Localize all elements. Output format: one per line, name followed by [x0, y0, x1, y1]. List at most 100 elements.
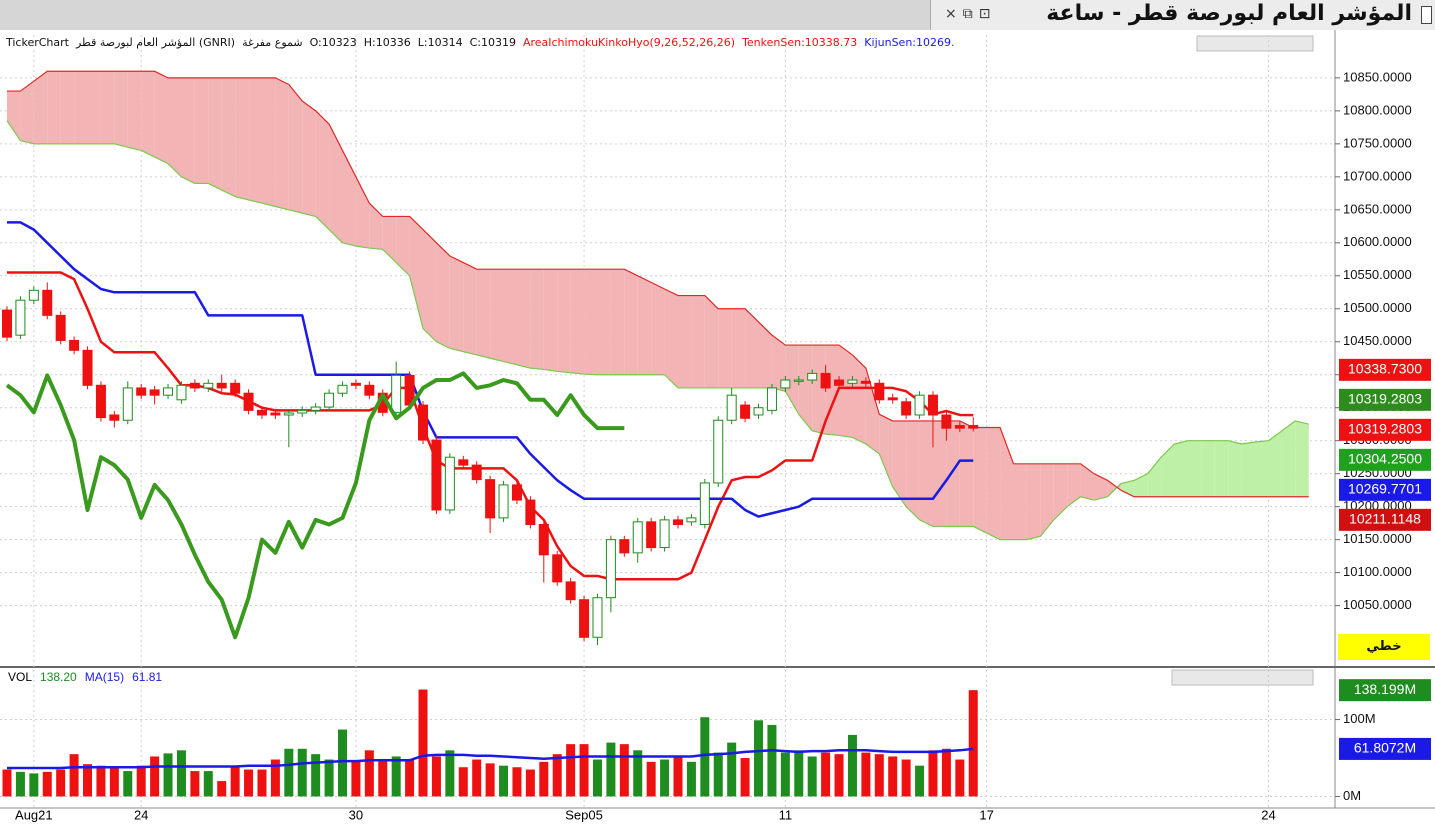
scale-mode[interactable]: خطي: [1338, 634, 1430, 660]
cloud-fill: [1228, 440, 1242, 497]
cloud-fill: [355, 176, 370, 249]
candle-body: [458, 459, 469, 466]
cloud-fill: [235, 77, 249, 200]
volume-bar: [431, 756, 441, 797]
y-tick-label: 0M: [1343, 788, 1361, 803]
volume-bar: [754, 720, 764, 797]
candle-body: [968, 425, 979, 429]
volume-bar: [270, 759, 280, 797]
volume-bar: [42, 771, 52, 797]
cloud-fill: [771, 335, 786, 392]
y-tick-label: 10600.0000: [1343, 234, 1412, 249]
cloud-fill: [1174, 440, 1188, 497]
title-bar: ×⧉⊡ المؤشر العام لبورصة قطر - ساعة: [0, 0, 1435, 30]
candle-body: [243, 392, 254, 411]
candle-body: [807, 372, 818, 381]
volume-bar: [928, 750, 938, 797]
volume-bar: [163, 753, 173, 797]
span-a-line: [6, 120, 1309, 541]
volume-bar: [324, 759, 334, 797]
candle-body: [914, 394, 925, 416]
y-tick-label: 10050.0000: [1343, 597, 1412, 612]
value-box: [1339, 478, 1431, 501]
y-tick-label: 10450.0000: [1343, 333, 1412, 348]
value-box-label: 10338.7300: [1348, 361, 1422, 377]
low: L:10314: [417, 36, 463, 49]
chikou-line: [5, 371, 625, 640]
candle-body: [444, 456, 455, 511]
candle-body: [256, 409, 267, 416]
cloud-fill: [221, 77, 236, 197]
cloud-fill: [208, 77, 222, 191]
candle-body: [673, 519, 683, 525]
volume-toolbar[interactable]: [1171, 669, 1314, 686]
volume-bar: [150, 756, 160, 797]
cloud-fill: [1147, 457, 1162, 497]
cloud-fill: [852, 354, 866, 445]
y-tick-label: 10500.0000: [1343, 300, 1412, 315]
tenkan-line: [7, 271, 974, 581]
volume-bar: [660, 759, 670, 797]
cloud-fill: [731, 308, 746, 388]
cloud-fill: [758, 321, 772, 388]
candle-body: [726, 394, 737, 421]
volume-bar: [311, 754, 321, 797]
volume-bar: [257, 769, 267, 797]
cloud-fill: [396, 216, 410, 276]
value-box: [1339, 358, 1431, 381]
volume-bar: [834, 754, 844, 797]
y-tick-label: 10750.0000: [1343, 135, 1412, 150]
candle-body: [793, 379, 804, 382]
volume-bar: [284, 748, 294, 797]
cloud-fill: [610, 269, 625, 375]
cloud-fill: [449, 255, 464, 352]
volume-bar: [874, 754, 884, 797]
cloud-fill: [704, 295, 719, 388]
cloud-fill: [986, 427, 1001, 540]
close: C:10319: [469, 36, 516, 49]
candle-body: [659, 519, 670, 549]
volume-bar: [96, 765, 106, 797]
y-tick-label: 10650.0000: [1343, 201, 1412, 216]
cloud-fill: [1187, 440, 1202, 497]
candle-body: [619, 539, 630, 554]
value-box-label: 10304.2500: [1348, 451, 1422, 467]
value-box-label: 61.8072M: [1354, 740, 1416, 756]
candle-body: [565, 581, 576, 601]
cloud-fill: [973, 427, 987, 534]
cloud-fill: [248, 77, 262, 204]
kijun-line: [7, 221, 974, 518]
cloud-fill: [1067, 463, 1081, 507]
candle-body: [552, 554, 563, 583]
candle-body: [498, 484, 509, 519]
candle-body: [847, 379, 858, 384]
cloud-fill: [865, 368, 880, 454]
window-box[interactable]: [1421, 6, 1432, 24]
cloud-fill: [181, 77, 195, 184]
cloud-fill: [530, 269, 544, 370]
indicator: AreaIchimokuKinkoHyo(9,26,52,26,26): [522, 36, 736, 49]
volume-bar: [69, 754, 79, 797]
volume-bar: [297, 748, 307, 797]
cloud-fill: [74, 71, 88, 144]
candle-body: [632, 521, 643, 554]
volume-bar: [203, 771, 213, 797]
volume-bar: [391, 756, 401, 797]
volume-bar: [968, 690, 978, 797]
y-tick-label: 10550.0000: [1343, 267, 1412, 282]
pane-toolbar[interactable]: [1196, 35, 1314, 52]
volume-bar: [727, 742, 737, 797]
window-icons[interactable]: ×⧉⊡: [945, 6, 997, 22]
y-tick-label: 10700.0000: [1343, 168, 1412, 183]
candle-body: [230, 382, 241, 394]
cloud-fill: [7, 91, 21, 141]
cloud-fill: [168, 77, 182, 177]
candle-body: [605, 539, 616, 599]
cloud-fill: [100, 71, 115, 144]
cloud-fill: [114, 71, 128, 148]
candle-body: [42, 289, 53, 316]
volume-bar: [499, 765, 509, 797]
vol-value: 138.20: [40, 670, 77, 684]
cloud-fill: [919, 420, 933, 527]
source: TickerChart: [6, 36, 69, 49]
